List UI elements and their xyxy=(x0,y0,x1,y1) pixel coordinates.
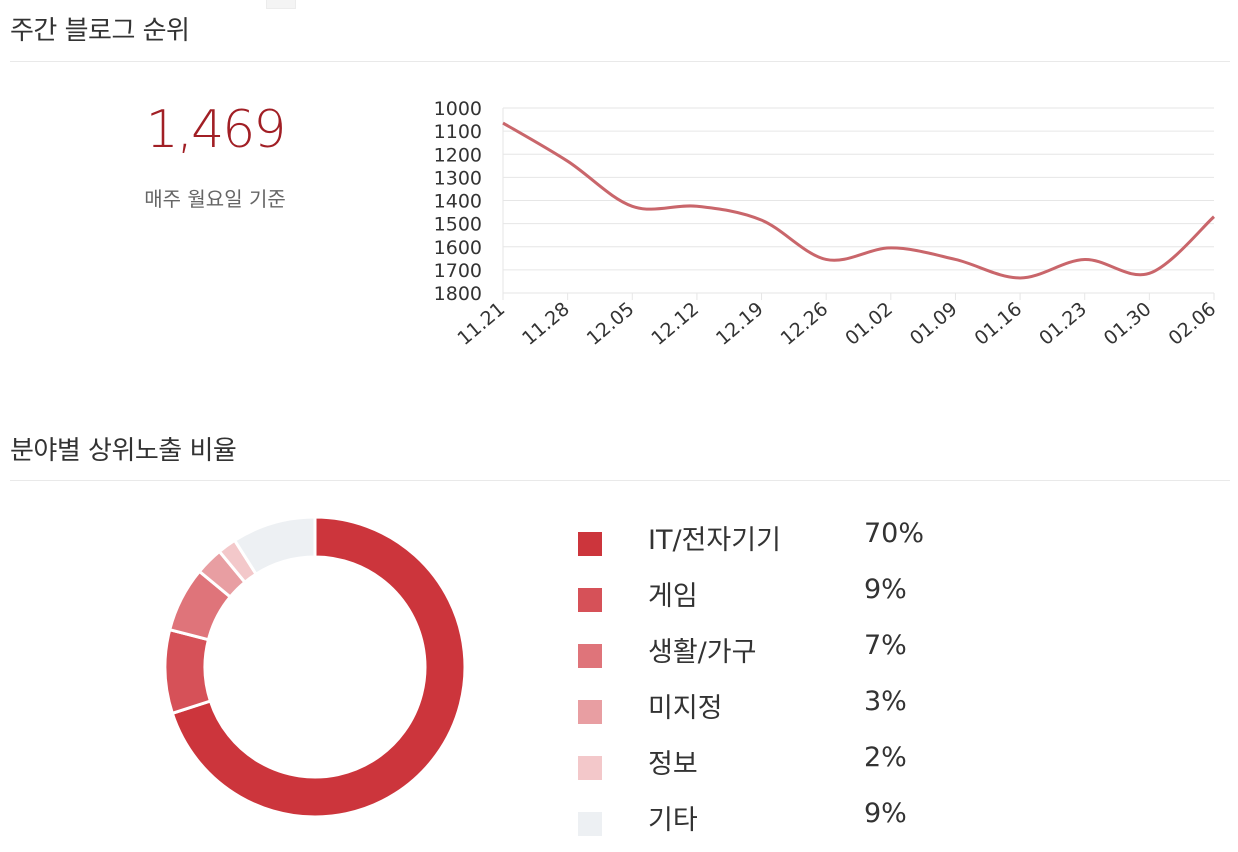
rank-value: 1,469 xyxy=(145,100,287,160)
legend-percent: 3% xyxy=(864,686,907,717)
legend-label: 생활/가구 xyxy=(648,637,757,668)
legend-percent: 2% xyxy=(864,742,907,773)
y-tick-label: 1600 xyxy=(434,237,482,259)
section-divider xyxy=(10,480,1230,481)
legend-percent: 9% xyxy=(864,798,907,829)
section-divider xyxy=(10,61,1230,62)
y-tick-label: 1500 xyxy=(434,214,482,236)
weekly-rank-line-chart: 10001100120013001400150016001700180011.2… xyxy=(434,98,1221,350)
legend-percent: 7% xyxy=(864,630,907,661)
legend-label: 게임 xyxy=(648,581,698,612)
rank-series-line xyxy=(502,121,1216,280)
legend-swatch xyxy=(578,700,602,724)
y-tick-label: 1400 xyxy=(434,191,482,213)
legend-label: IT/전자기기 xyxy=(648,525,781,556)
y-tick-label: 1700 xyxy=(434,260,482,282)
y-tick-label: 1100 xyxy=(434,121,482,143)
donut-slice-2 xyxy=(163,627,213,716)
legend-percent: 9% xyxy=(864,574,907,605)
y-tick-label: 1300 xyxy=(434,167,482,189)
legend-swatch xyxy=(578,644,602,668)
legend-percent: 70% xyxy=(864,518,925,549)
legend-label: 미지정 xyxy=(648,693,723,724)
legend-swatch xyxy=(578,812,602,836)
legend-swatch xyxy=(578,588,602,612)
weekly-rank-title: 주간 블로그 순위 xyxy=(10,16,190,46)
donut-slice-6 xyxy=(232,515,317,577)
legend-label: 정보 xyxy=(648,749,698,780)
y-tick-label: 1000 xyxy=(434,98,482,120)
category-share-title: 분야별 상위노출 비율 xyxy=(10,436,237,466)
legend-label: 기타 xyxy=(648,805,698,836)
legend-swatch xyxy=(578,756,602,780)
rank-caption: 매주 월요일 기준 xyxy=(144,187,286,211)
y-tick-label: 1200 xyxy=(434,144,482,166)
y-tick-label: 1800 xyxy=(434,283,482,305)
donut-slice-1 xyxy=(170,515,467,819)
tab-stub xyxy=(266,0,296,9)
legend-swatch xyxy=(578,532,602,556)
